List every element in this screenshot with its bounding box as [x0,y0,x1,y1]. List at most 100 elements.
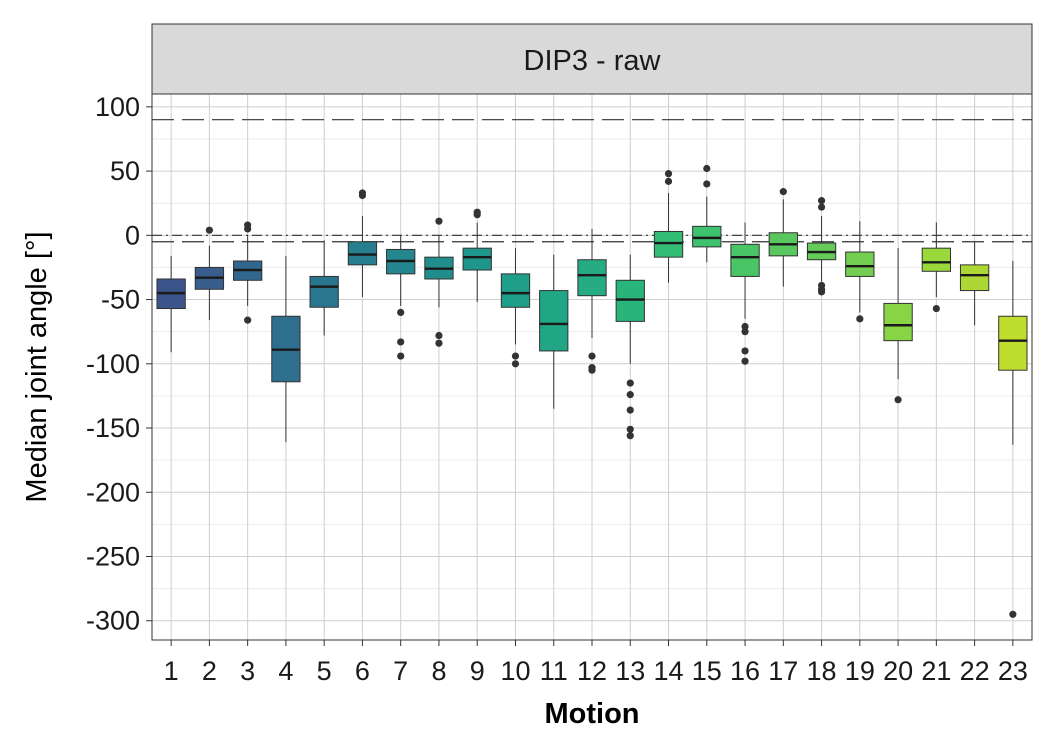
outlier-point [435,331,443,340]
y-tick-label: -150 [86,413,140,443]
box-motion-15 [692,164,722,263]
box-body [730,243,760,277]
box-motion-1 [156,255,186,353]
box-motion-23 [998,261,1028,618]
x-tick-label: 23 [998,656,1028,686]
box-body [845,251,875,277]
outlier-point [626,432,634,440]
x-tick-label: 16 [730,656,760,686]
outlier-point [588,366,596,374]
box-motion-19 [845,221,875,323]
outlier-point [511,360,520,368]
box-motion-22 [959,241,990,326]
x-tick-label: 5 [317,656,332,686]
x-tick-label: 2 [202,656,217,686]
box-body [539,290,569,352]
y-axis-title: Median joint angle [°] [21,231,53,502]
outlier-point [703,180,711,188]
x-tick-label: 9 [470,656,485,686]
box-motion-6 [347,189,378,297]
x-tick-label: 4 [278,656,293,686]
outlier-point [741,328,749,336]
outlier-point [588,352,596,360]
box-body [998,315,1028,371]
box-body [577,259,607,297]
outlier-point [856,315,864,323]
box-body [309,275,339,308]
box-motion-10 [500,248,531,368]
x-tick-label: 15 [692,656,722,686]
x-tick-label: 3 [240,656,255,686]
outlier-point [626,379,634,387]
box-motion-14 [653,170,684,283]
x-tick-label: 6 [355,656,370,686]
outlier-point [626,391,634,399]
x-tick-label: 7 [393,656,408,686]
outlier-point [435,217,443,225]
outlier-point [435,339,443,347]
x-tick-label: 22 [960,656,990,686]
box-body [692,225,722,248]
outlier-point [817,288,826,296]
box-motion-7 [386,235,416,360]
outlier-point [664,177,673,185]
y-tick-label: 0 [125,220,140,250]
box-motion-9 [462,208,492,303]
box-motion-8 [424,217,454,347]
x-axis: 1 2 3 4 5 6 7 8 9 10 11 12 13 14 15 16 17 18 19 20 21 22 23 [164,640,1028,686]
outlier-point [664,170,673,178]
outlier-point [1009,610,1017,618]
box-motion-20 [883,248,913,404]
outlier-point [205,226,213,234]
box-motion-11 [539,254,569,409]
box-motion-3 [232,221,263,324]
box-motion-12 [577,228,607,374]
outlier-point [397,352,405,360]
y-tick-label: -200 [86,477,140,507]
outlier-point [397,308,405,316]
y-tick-label: -250 [86,541,140,571]
outlier-point [932,304,940,313]
box-body [500,273,531,308]
y-tick-label: -100 [86,349,140,379]
outlier-point [511,352,520,360]
y-tick-label: -300 [86,606,140,636]
box-motion-5 [309,240,339,336]
box-body [921,247,952,272]
y-tick-label: -50 [101,285,140,315]
outlier-point [244,225,252,233]
outlier-point [741,357,749,365]
outlier-point [626,406,634,414]
box-body [959,264,990,292]
outlier-point [894,396,902,404]
outlier-point [741,322,749,331]
outlier-point [779,188,787,196]
box-motion-16 [730,222,760,365]
outlier-point [244,316,252,324]
box-motion-18 [806,197,837,296]
x-tick-label: 12 [577,656,607,686]
x-tick-label: 10 [500,656,530,686]
outlier-point [473,211,481,219]
box-body [615,279,645,322]
facet-title: DIP3 - raw [524,45,662,77]
box-body [653,230,684,258]
x-tick-label: 20 [883,656,913,686]
x-tick-label: 21 [921,656,951,686]
box-motion-2 [194,226,225,321]
x-tick-label: 1 [164,656,179,686]
outlier-point [741,347,749,355]
x-tick-label: 11 [540,656,568,686]
box-motion-4 [271,255,301,443]
box-body [883,302,913,342]
x-tick-label: 13 [615,656,645,686]
y-tick-label: 100 [95,92,140,122]
outlier-point [626,425,634,433]
box-body [462,247,492,271]
outlier-point [703,164,711,173]
outlier-point [397,338,405,346]
y-tick-label: 50 [110,156,140,186]
outlier-point [817,197,826,205]
outlier-point [817,203,826,211]
